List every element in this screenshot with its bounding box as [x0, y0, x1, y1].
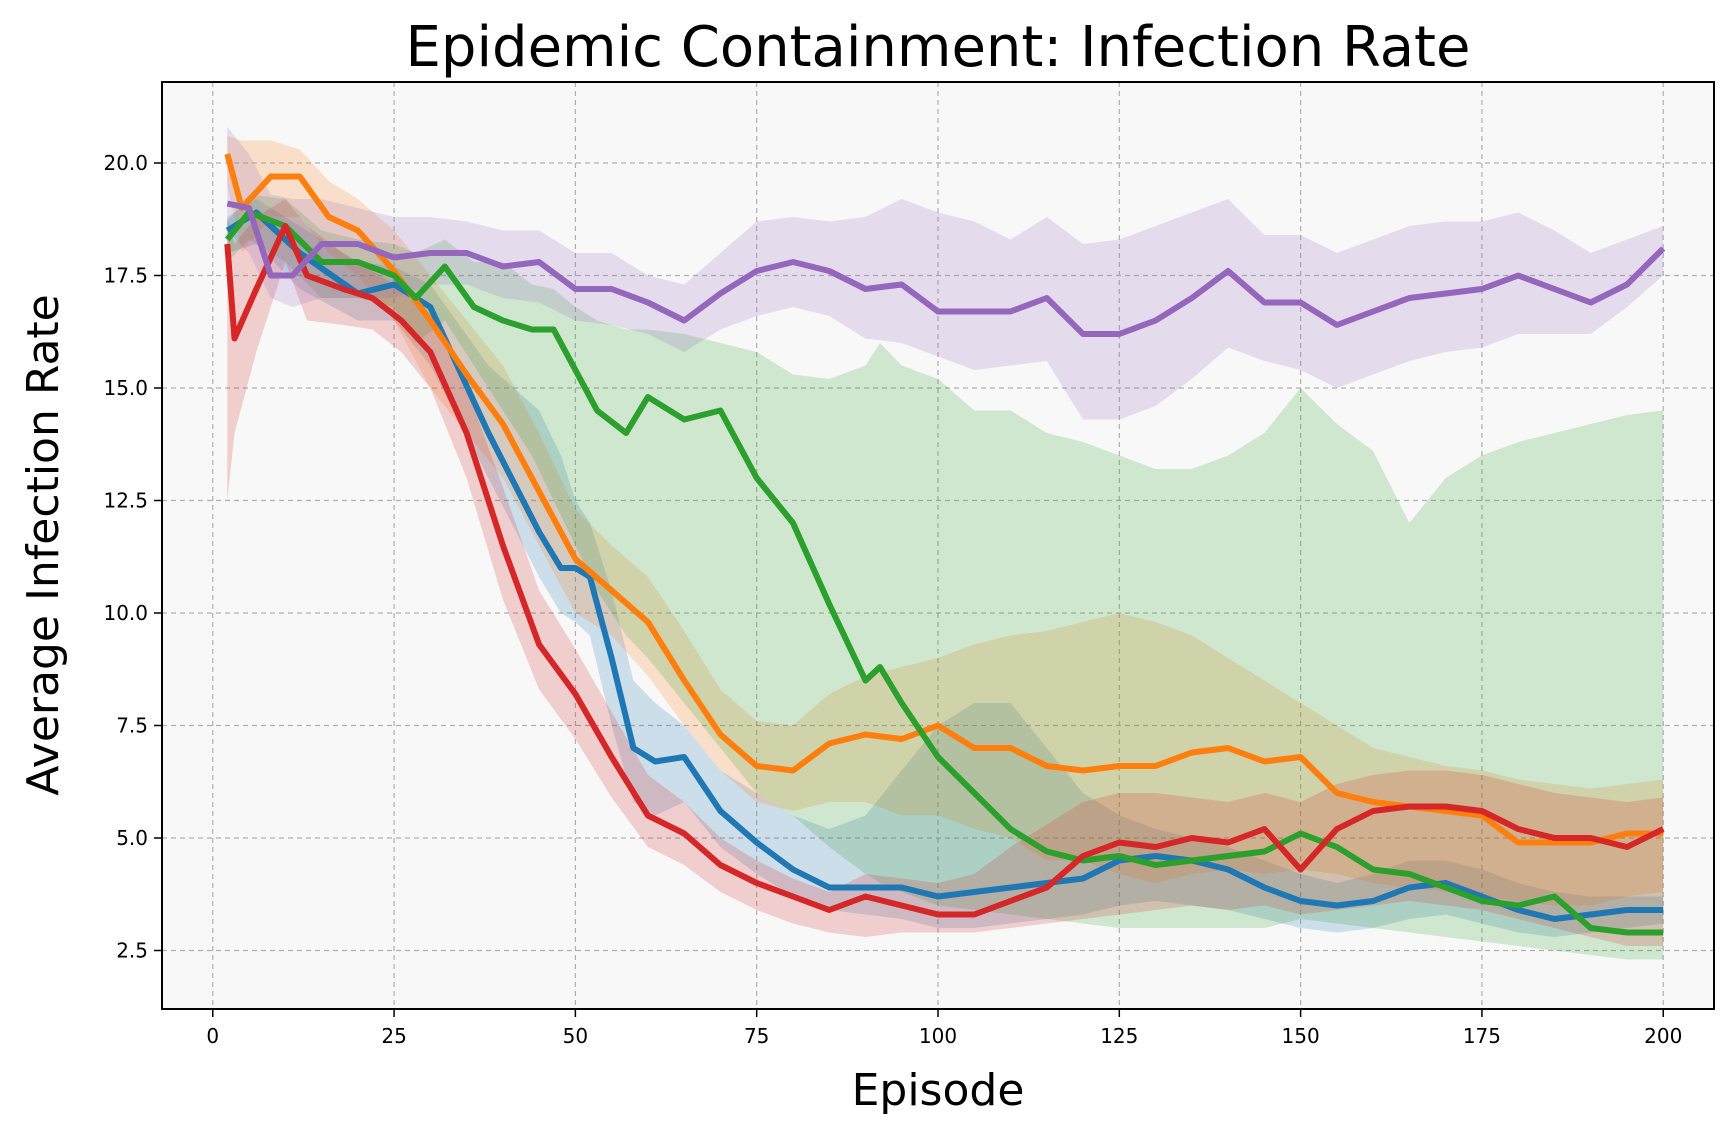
x-tick-label: 175	[1463, 1024, 1501, 1048]
y-tick-label: 10.0	[103, 601, 148, 625]
x-tick-label: 75	[744, 1024, 769, 1048]
series-red-line	[224, 223, 1665, 918]
x-tick-label: 50	[563, 1024, 588, 1048]
x-axis-title: Episode	[852, 1065, 1025, 1116]
y-tick-label: 5.0	[116, 826, 148, 850]
y-axis-title: Average Infection Rate	[18, 294, 69, 795]
x-axis: 0 25 50 75 100 125 150 175 200	[206, 1009, 1682, 1048]
x-tick-label: 25	[381, 1024, 406, 1048]
series-blue-line	[225, 209, 1664, 922]
x-tick-label: 125	[1100, 1024, 1138, 1048]
x-tick-label: 0	[206, 1024, 219, 1048]
series-purple-band	[227, 127, 1664, 420]
x-tick-label: 200	[1644, 1024, 1682, 1048]
y-tick-label: 15.0	[103, 376, 148, 400]
y-tick-label: 17.5	[103, 264, 148, 288]
y-tick-label: 12.5	[103, 489, 148, 513]
series-green-line	[224, 209, 1664, 936]
x-tick-label: 150	[1282, 1024, 1320, 1048]
y-tick-label: 20.0	[103, 151, 148, 175]
x-tick-label: 100	[919, 1024, 957, 1048]
chart-title: Epidemic Containment: Infection Rate	[406, 15, 1471, 80]
series-lines	[224, 153, 1666, 936]
y-axis: 2.5 5.0 7.5 10.0 12.5 15.0 17.5 20.0	[103, 151, 162, 963]
series-blue-band	[227, 199, 1664, 937]
y-tick-label: 2.5	[116, 939, 148, 963]
y-tick-label: 7.5	[116, 714, 148, 738]
series-purple-line	[226, 200, 1666, 337]
series-orange-band	[227, 136, 1664, 906]
